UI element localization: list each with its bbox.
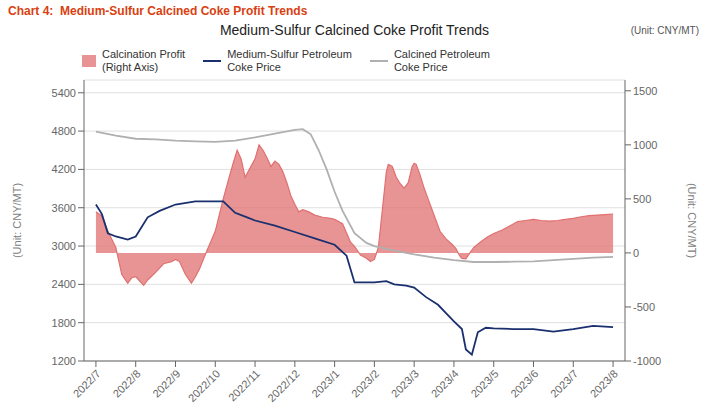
svg-text:4200: 4200 xyxy=(52,163,76,175)
svg-text:2023/5: 2023/5 xyxy=(468,367,500,399)
svg-text:(Unit: CNY/MT): (Unit: CNY/MT) xyxy=(686,183,698,258)
html-text:Calcined Petroleum Coke Price: Calcined Petroleum Coke Price xyxy=(393,48,490,73)
svg-text:(Unit: CNY/MT): (Unit: CNY/MT) xyxy=(11,183,23,258)
svg-text:2023/3: 2023/3 xyxy=(389,367,421,399)
svg-text:2022/11: 2022/11 xyxy=(226,367,262,403)
svg-text:1000: 1000 xyxy=(633,139,657,151)
svg-text:-1000: -1000 xyxy=(633,355,661,367)
svg-text:1800: 1800 xyxy=(52,317,76,329)
html-text:Medium-Sulfur Petroleum Coke P: Medium-Sulfur Petroleum Coke Price xyxy=(227,48,352,73)
svg-text:2022/12: 2022/12 xyxy=(265,367,302,404)
svg-text:2023/6: 2023/6 xyxy=(508,367,540,399)
svg-text:3000: 3000 xyxy=(52,240,76,252)
svg-text:3600: 3600 xyxy=(52,202,76,214)
svg-text:2023/4: 2023/4 xyxy=(429,367,461,399)
svg-text:2022/8: 2022/8 xyxy=(110,367,142,399)
html-text:Calcination Profit (Right Axis: Calcination Profit (Right Axis) xyxy=(102,48,186,73)
svg-text:5400: 5400 xyxy=(52,87,76,99)
svg-text:-500: -500 xyxy=(633,301,655,313)
svg-text:2023/7: 2023/7 xyxy=(548,367,580,399)
svg-text:2023/1: 2023/1 xyxy=(309,367,341,399)
svg-text:1200: 1200 xyxy=(52,355,76,367)
svg-text:2023/8: 2023/8 xyxy=(588,367,620,399)
html-text:Chart 4: Medium-Sulfur Calcine: Chart 4: Medium-Sulfur Calcined Coke Pro… xyxy=(8,4,308,18)
svg-text:2400: 2400 xyxy=(52,278,76,290)
svg-text:2022/9: 2022/9 xyxy=(150,367,182,399)
svg-text:1500: 1500 xyxy=(633,85,657,97)
svg-text:500: 500 xyxy=(633,193,651,205)
svg-text:2022/10: 2022/10 xyxy=(186,367,223,404)
svg-text:4800: 4800 xyxy=(52,125,76,137)
html-text:Medium-Sulfur Calcined Coke Pr: Medium-Sulfur Calcined Coke Profit Trend… xyxy=(219,22,490,38)
svg-text:0: 0 xyxy=(633,247,639,259)
svg-text:2023/2: 2023/2 xyxy=(349,367,381,399)
svg-text:2022/7: 2022/7 xyxy=(71,367,103,399)
html-text:(Unit: CNY/MT): (Unit: CNY/MT) xyxy=(630,25,699,36)
